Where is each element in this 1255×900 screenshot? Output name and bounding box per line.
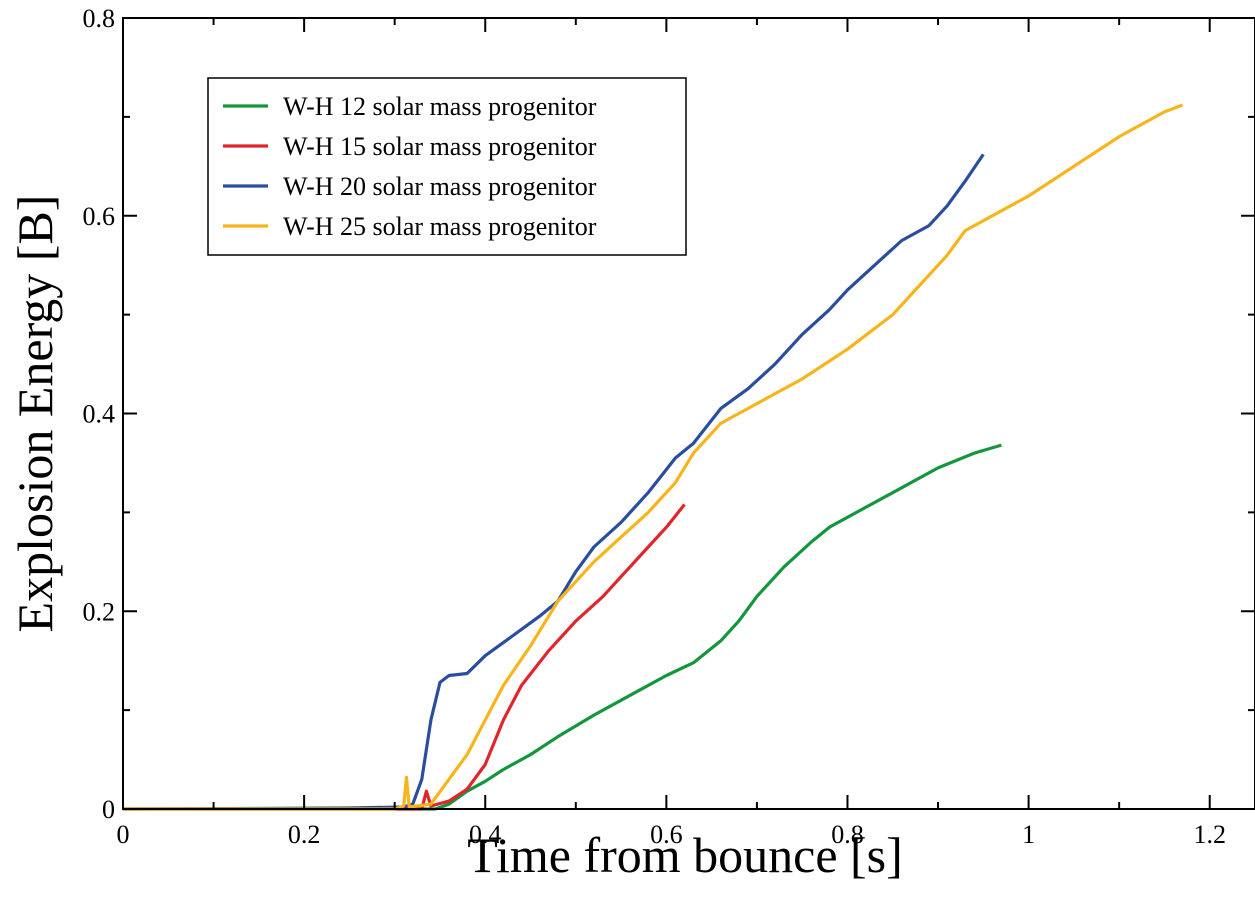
y-tick-label: 0.4	[83, 400, 116, 429]
series-line-2	[122, 153, 985, 811]
x-tick-label: 0.6	[650, 820, 683, 849]
legend-entry-label: W-H 12 solar mass progenitor	[283, 92, 597, 121]
x-tick-label: 1	[1022, 820, 1035, 849]
legend-entry-label: W-H 25 solar mass progenitor	[283, 212, 597, 241]
legend: W-H 12 solar mass progenitor W-H 15 solar…	[207, 77, 687, 256]
y-tick-label: 0.2	[83, 597, 116, 626]
y-tick-label: 0.8	[83, 4, 116, 33]
legend-entry-label: W-H 15 solar mass progenitor	[283, 132, 597, 161]
legend-box	[207, 77, 687, 256]
y-tick-label: 0.6	[83, 202, 116, 231]
series-line-1	[123, 503, 686, 811]
y-axis-label: Explosion Energy [B]	[7, 195, 63, 633]
x-tick-label: 0	[117, 820, 130, 849]
series-layer	[122, 103, 1184, 811]
x-tick-label: 0.8	[831, 820, 864, 849]
y-tick-label: 0	[102, 795, 115, 824]
x-tick-label: 0.2	[288, 820, 321, 849]
x-tick-label: 0.4	[469, 820, 502, 849]
x-tick-label: 1.2	[1193, 820, 1226, 849]
series-line-3	[123, 103, 1184, 811]
ticks-layer: 0 0.2 0.4 0.6 0.8 1 1.2 0 0.2 0.4 0.6 0.8	[83, 4, 1255, 849]
legend-entry-label: W-H 20 solar mass progenitor	[283, 172, 597, 201]
x-axis-label: Time from bounce [s]	[467, 827, 903, 883]
series-line-0	[123, 443, 1002, 811]
